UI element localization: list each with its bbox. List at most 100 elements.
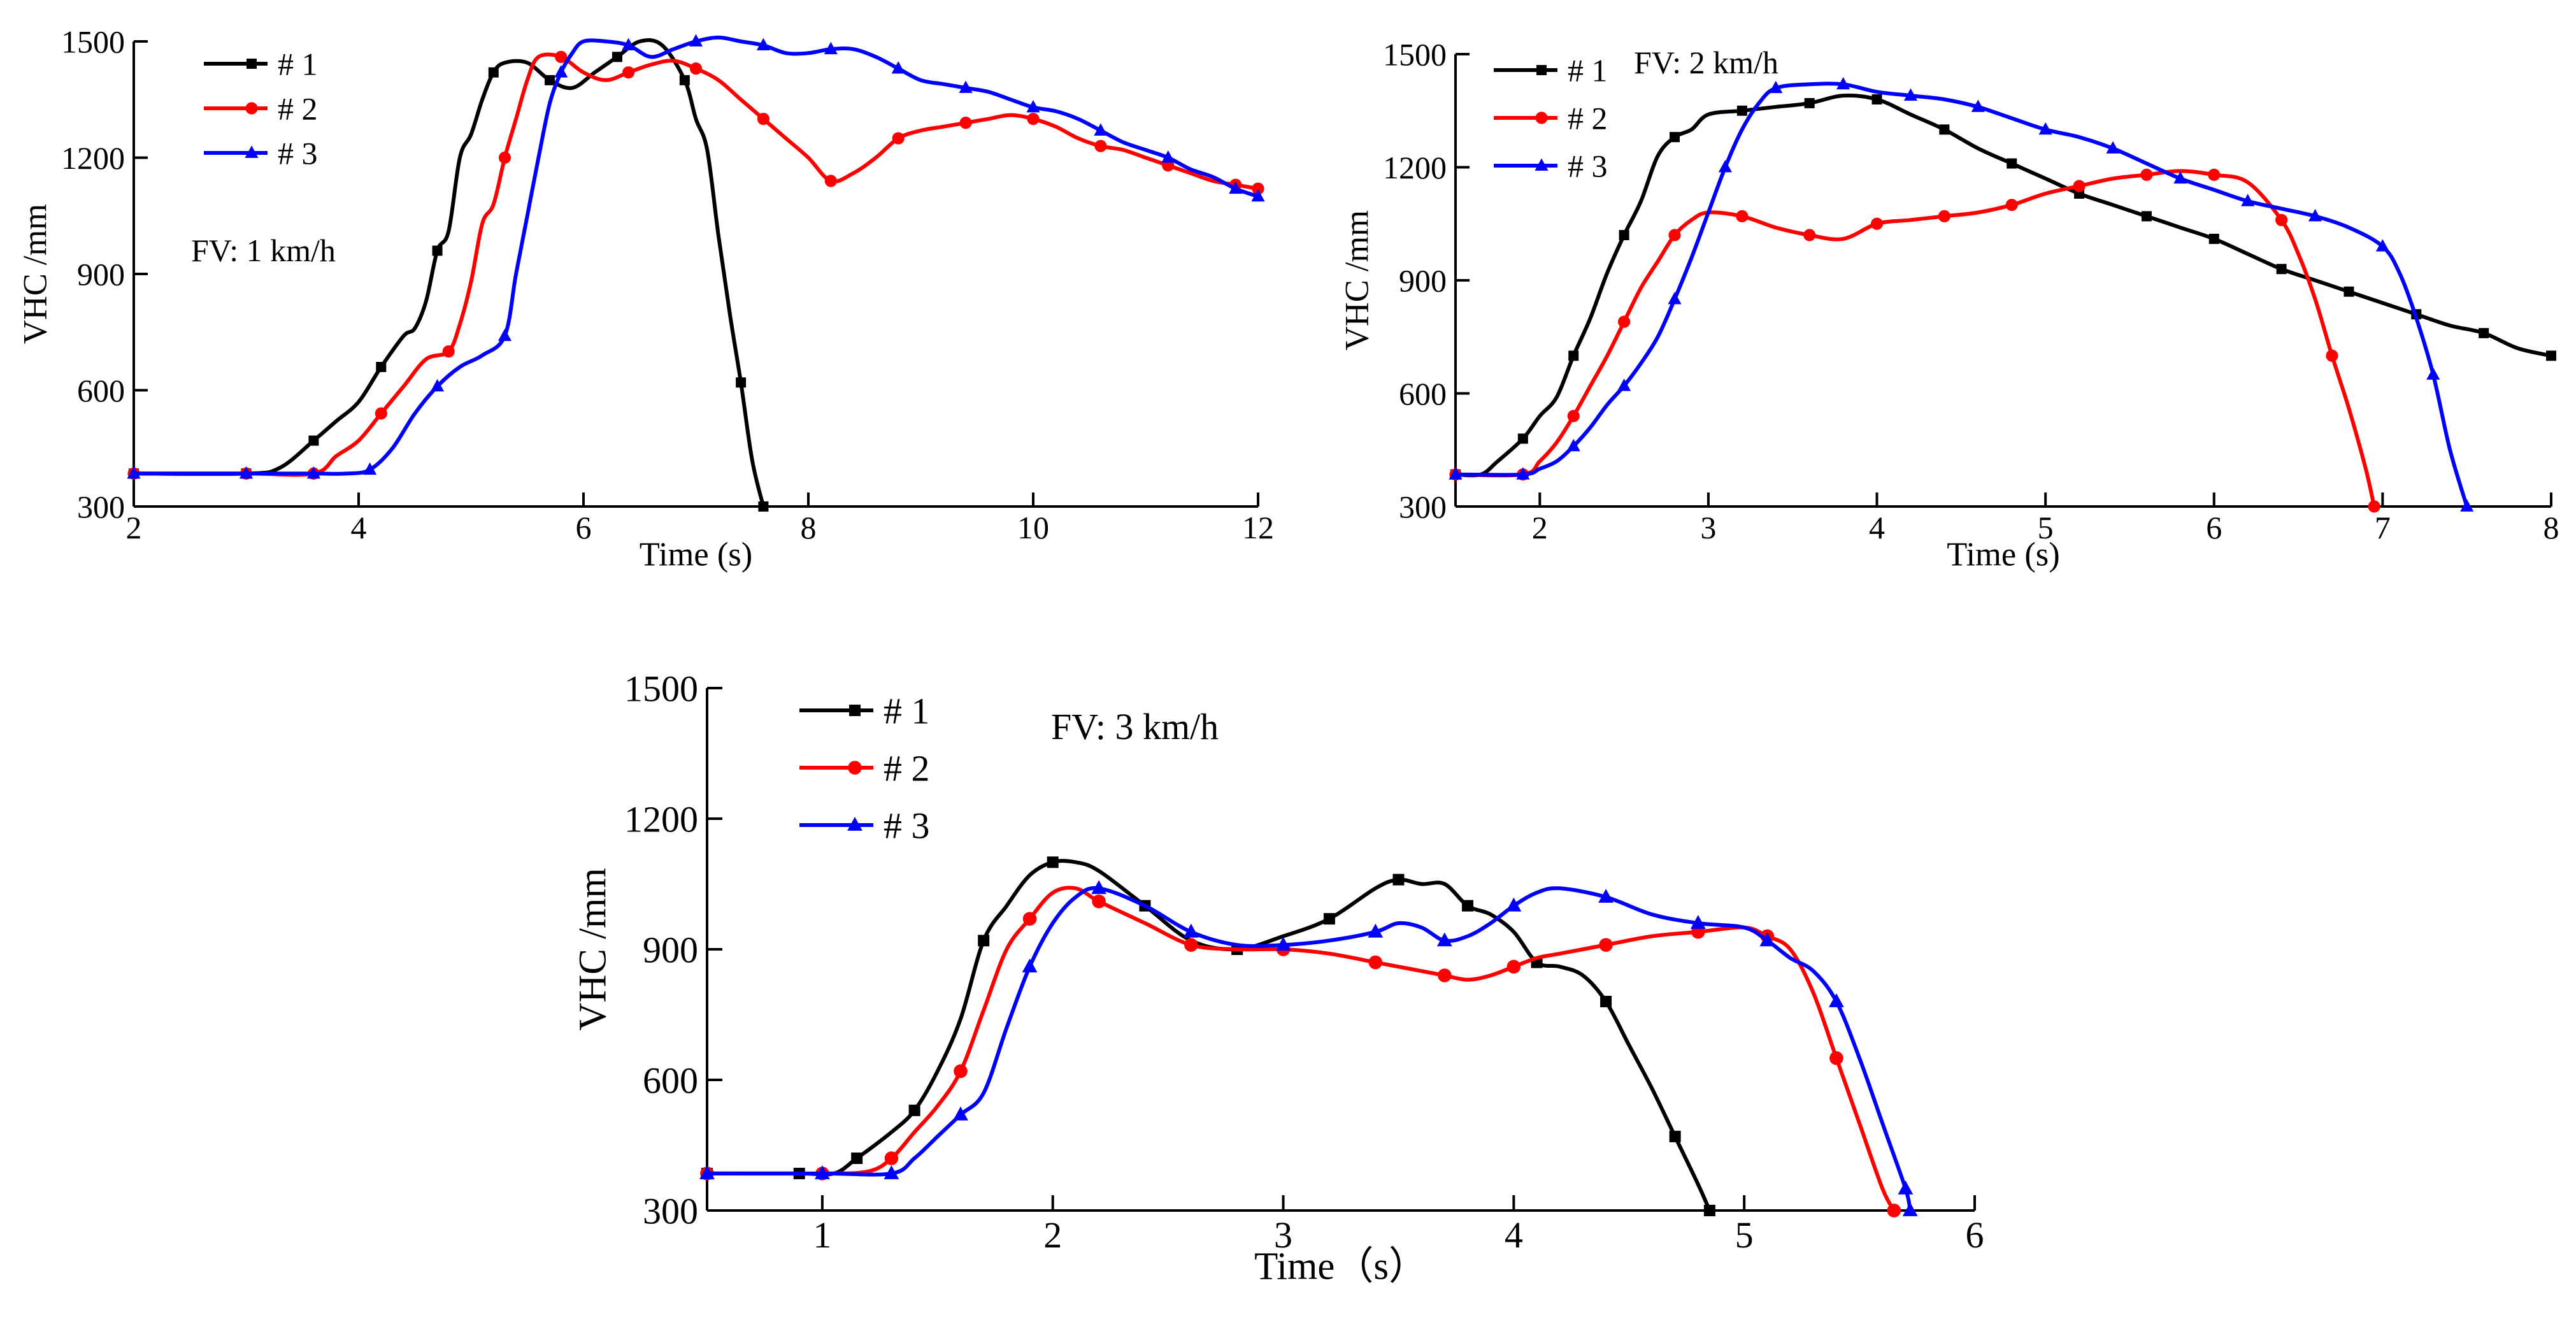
data-point bbox=[884, 1165, 899, 1179]
legend-label: # 1 bbox=[1568, 53, 1608, 89]
x-tick-label: 1 bbox=[813, 1214, 831, 1256]
data-point bbox=[1736, 105, 1747, 116]
legend-label: # 3 bbox=[1568, 148, 1608, 184]
data-point bbox=[1836, 76, 1850, 90]
data-point bbox=[1022, 912, 1037, 926]
data-point bbox=[1027, 113, 1040, 126]
data-point bbox=[1736, 210, 1749, 223]
data-point bbox=[363, 462, 377, 475]
x-axis-title: Time（s） bbox=[1254, 1245, 1428, 1288]
data-point bbox=[953, 1106, 968, 1121]
legend-label: # 3 bbox=[884, 805, 930, 846]
y-tick-label: 300 bbox=[1399, 489, 1447, 525]
fv-annotation: FV: 2 km/h bbox=[1634, 45, 1778, 80]
data-point bbox=[375, 407, 387, 420]
x-tick-label: 10 bbox=[1017, 510, 1049, 545]
data-point bbox=[758, 501, 769, 512]
data-point bbox=[442, 345, 455, 358]
data-point bbox=[1690, 915, 1706, 929]
x-tick-label: 8 bbox=[801, 510, 817, 545]
data-point bbox=[1803, 229, 1816, 241]
data-point bbox=[1759, 932, 1775, 947]
series-1 bbox=[129, 38, 769, 512]
data-point bbox=[2208, 233, 2219, 244]
legend-marker bbox=[1536, 65, 1547, 75]
legend: # 1 # 2 # 3 bbox=[1494, 53, 1608, 184]
x-tick-label: 6 bbox=[576, 510, 592, 545]
data-point bbox=[689, 34, 703, 47]
data-point bbox=[1229, 181, 1243, 194]
series-line bbox=[705, 886, 1896, 1212]
data-point bbox=[497, 328, 512, 341]
data-point bbox=[1871, 94, 1882, 104]
y-tick-label: 1500 bbox=[1383, 37, 1447, 73]
data-point bbox=[2106, 141, 2120, 154]
data-point bbox=[954, 1064, 968, 1079]
data-point bbox=[1769, 80, 1783, 94]
x-axis-title: Time (s) bbox=[1947, 536, 2059, 573]
series-line bbox=[1454, 82, 2469, 508]
data-point bbox=[2375, 239, 2389, 252]
y-axis-title: VHC /mm bbox=[572, 868, 615, 1030]
data-point bbox=[1183, 923, 1199, 938]
data-point bbox=[1718, 160, 1732, 173]
data-point bbox=[1275, 937, 1291, 951]
data-point bbox=[1368, 923, 1384, 938]
data-point bbox=[1094, 123, 1108, 136]
data-point bbox=[2368, 500, 2380, 513]
data-point bbox=[2276, 264, 2287, 275]
x-tick-label: 2 bbox=[1043, 1214, 1062, 1256]
series-line bbox=[705, 886, 1912, 1212]
legend: # 1 # 2 # 3 bbox=[799, 690, 930, 846]
y-tick-label: 1200 bbox=[61, 140, 125, 176]
data-point bbox=[306, 466, 320, 479]
data-point bbox=[1392, 873, 1405, 886]
y-tick-label: 1500 bbox=[624, 668, 698, 709]
series-2 bbox=[1449, 168, 2380, 513]
legend: # 1 # 2 # 3 bbox=[204, 47, 318, 171]
data-point bbox=[884, 1151, 899, 1165]
data-point bbox=[2308, 208, 2322, 222]
data-point bbox=[622, 38, 636, 51]
data-point bbox=[1436, 932, 1452, 947]
data-point bbox=[1598, 889, 1614, 903]
data-point bbox=[1506, 897, 1522, 912]
data-point bbox=[1438, 968, 1452, 982]
data-point bbox=[1252, 182, 1264, 195]
data-point bbox=[2005, 199, 2018, 212]
x-tick-label: 3 bbox=[1274, 1214, 1292, 1256]
data-point bbox=[1368, 955, 1383, 970]
y-tick-label: 900 bbox=[1399, 263, 1447, 299]
data-point bbox=[2326, 349, 2338, 362]
chart-panel-3: 300 600 900 1200 1500 1 2 3 4 5 6 Time（s） VHC /mm FV:… bbox=[572, 668, 1984, 1288]
data-point bbox=[1668, 292, 1682, 305]
data-point bbox=[1669, 1130, 1681, 1142]
data-point bbox=[2007, 158, 2017, 169]
data-point bbox=[488, 67, 499, 78]
x-tick-label: 8 bbox=[2544, 510, 2559, 545]
x-tick-label: 4 bbox=[351, 510, 367, 545]
data-point bbox=[1184, 938, 1198, 952]
data-point bbox=[2141, 211, 2152, 222]
data-point bbox=[1668, 229, 1681, 241]
legend-marker bbox=[245, 102, 258, 115]
data-point bbox=[2241, 194, 2255, 206]
data-point bbox=[1870, 217, 1884, 230]
fv-annotation: FV: 1 km/h bbox=[191, 233, 336, 268]
data-point bbox=[1618, 315, 1631, 328]
data-point bbox=[891, 61, 905, 74]
data-point bbox=[1887, 1203, 1901, 1218]
data-point bbox=[1449, 467, 1463, 480]
series-3 bbox=[127, 34, 1265, 479]
legend-label: # 2 bbox=[884, 747, 930, 789]
data-point bbox=[736, 377, 747, 388]
data-point bbox=[2275, 213, 2288, 226]
x-tick-label: 2 bbox=[126, 510, 142, 545]
data-point bbox=[815, 1165, 830, 1179]
y-tick-label: 600 bbox=[643, 1060, 698, 1101]
legend-label: # 1 bbox=[884, 690, 930, 731]
legend-marker bbox=[1535, 111, 1548, 124]
data-point bbox=[1898, 1180, 1914, 1195]
legend-label: # 2 bbox=[1568, 101, 1608, 136]
